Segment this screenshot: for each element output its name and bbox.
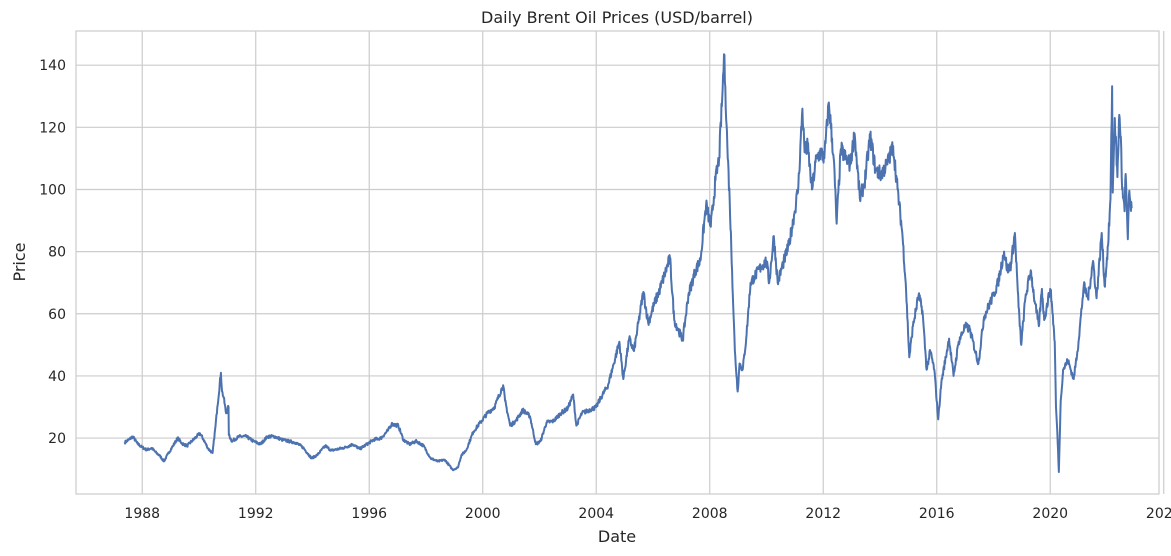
axis-ticks: 1988 1992 1996 2000 2004 2008 2012 2016 2020 2024…: [39, 58, 1171, 522]
y-tick-label: 60: [48, 307, 66, 323]
series-layer: [123, 53, 1133, 473]
y-tick-label: 40: [48, 369, 66, 385]
x-tick-label: 1992: [238, 506, 274, 522]
chart-title: Daily Brent Oil Prices (USD/barrel): [481, 8, 753, 27]
x-tick-label: 1988: [124, 506, 160, 522]
y-tick-label: 140: [39, 58, 66, 74]
x-tick-label: 2016: [919, 506, 955, 522]
x-tick-label: 2024: [1146, 506, 1171, 522]
y-axis-label: Price: [10, 242, 29, 281]
x-axis-label: Date: [598, 527, 636, 546]
x-tick-label: 1996: [351, 506, 387, 522]
plot-frame: [75, 30, 1160, 495]
x-tick-label: 2008: [692, 506, 728, 522]
y-tick-label: 100: [39, 182, 66, 198]
y-tick-label: 120: [39, 120, 66, 136]
y-tick-label: 80: [48, 245, 66, 261]
x-tick-label: 2020: [1032, 506, 1068, 522]
y-tick-label: 20: [48, 431, 66, 447]
x-tick-label: 2004: [578, 506, 614, 522]
x-tick-label: 2012: [805, 506, 841, 522]
x-tick-label: 2000: [465, 506, 501, 522]
price-series-line: [123, 53, 1133, 473]
grid-lines: [76, 31, 1165, 494]
